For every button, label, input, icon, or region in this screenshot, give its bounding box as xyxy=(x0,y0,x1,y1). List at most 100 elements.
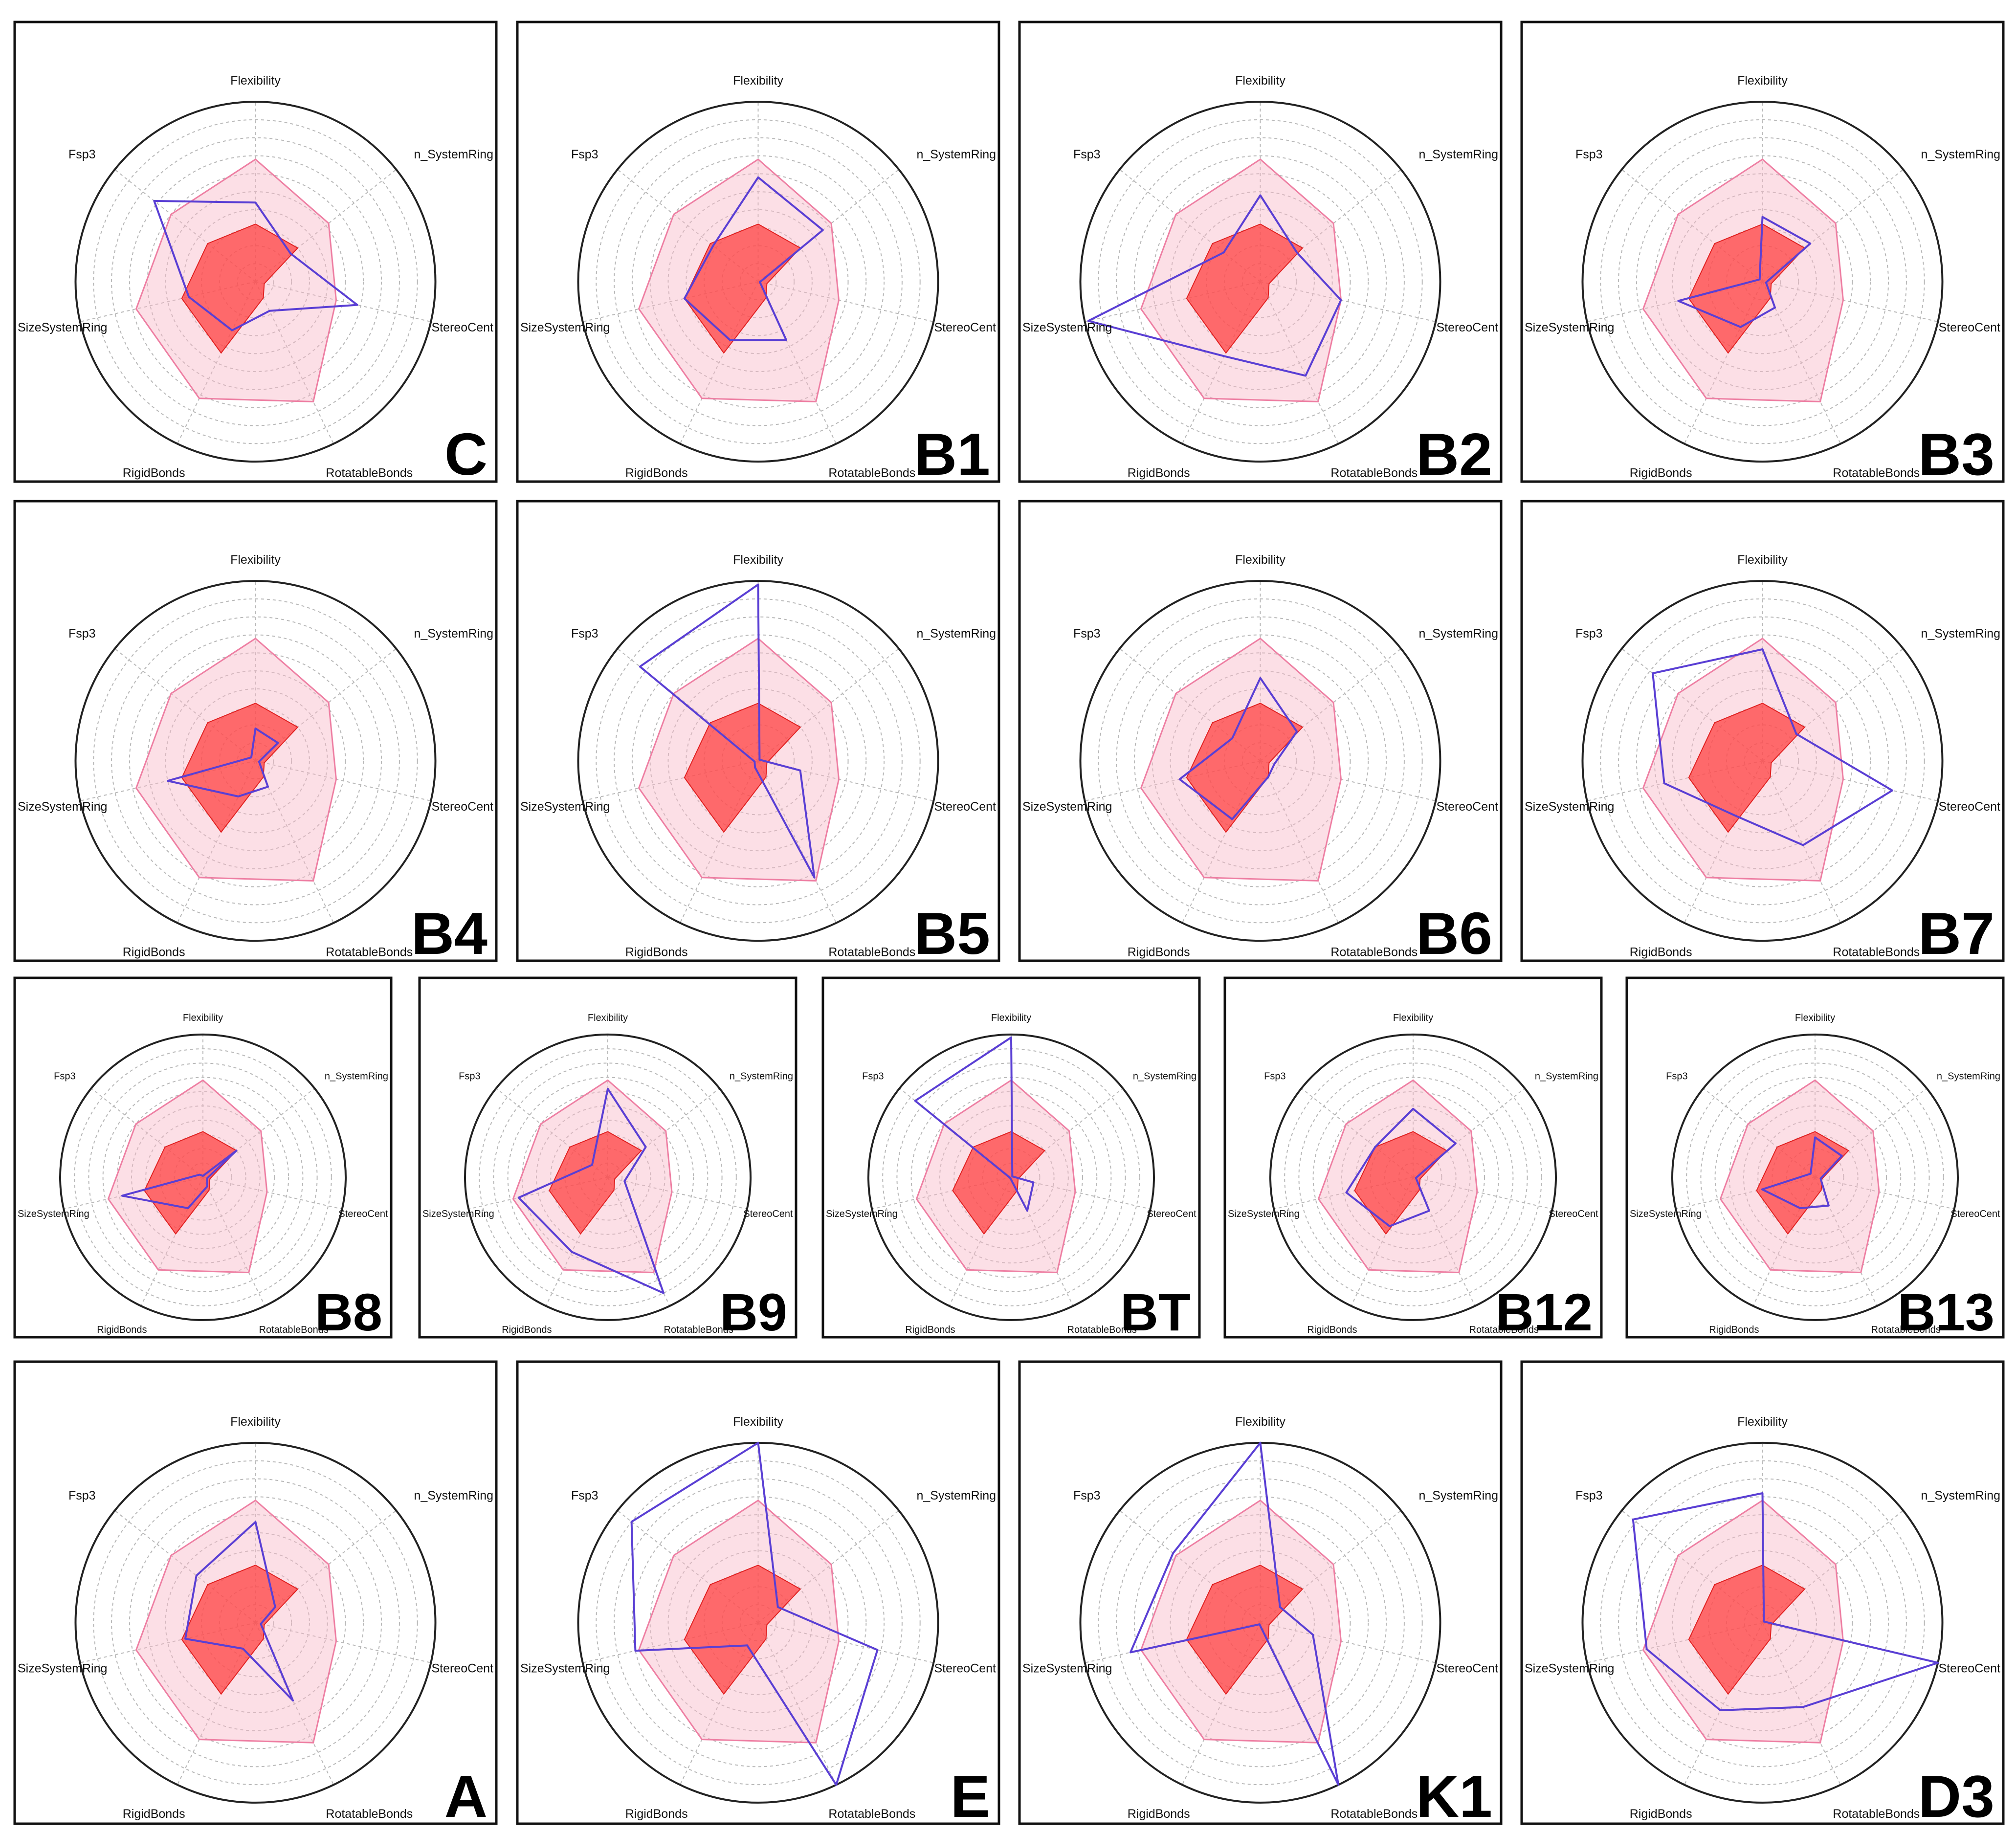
axis-spoke xyxy=(1815,1177,1878,1306)
axis-spoke xyxy=(202,1176,342,1210)
grid-ring xyxy=(953,1120,1069,1235)
axis-label-rotatablebonds: RotatableBonds xyxy=(828,1807,915,1821)
compound-profile-line xyxy=(630,1441,879,1786)
grid-ring xyxy=(111,1478,400,1767)
axis-spoke xyxy=(1260,760,1339,924)
panel-b3: Flexibility n_SystemRing StereoCent Rotatab… xyxy=(1520,21,2005,487)
grid-ring xyxy=(145,1120,261,1235)
grid-ring xyxy=(1298,1062,1528,1292)
compound-profile-line xyxy=(121,1149,238,1210)
lower-limit-area xyxy=(181,1565,299,1695)
axis-label-rotatablebonds: RotatableBonds xyxy=(1833,945,1920,959)
axis-label-flexibility: Flexibility xyxy=(1737,1415,1788,1429)
axis-label-rigidbonds: RigidBonds xyxy=(1128,466,1190,480)
panel-bt: Flexibility n_SystemRing StereoCent Rotatab… xyxy=(821,976,1201,1342)
axis-label-flexibility: Flexibility xyxy=(183,1013,223,1023)
axis-label-stereocenters: StereoCent xyxy=(1437,321,1499,334)
grid-ring xyxy=(1355,1120,1471,1235)
outer-circle xyxy=(1581,1441,1944,1804)
axis-label-sizesystemring: SizeSystemRing xyxy=(1022,1662,1112,1676)
axis-label-rotatablebonds: RotatableBonds xyxy=(326,945,413,959)
axis-label-rigidbonds: RigidBonds xyxy=(905,1325,955,1335)
axis-spoke xyxy=(1260,281,1436,322)
axis-label-stereocenters: StereoCent xyxy=(1437,800,1499,814)
grid-ring xyxy=(93,119,418,444)
axis-label-sizesystemring: SizeSystemRing xyxy=(826,1209,898,1219)
axis-label-rotatablebonds: RotatableBonds xyxy=(259,1325,329,1335)
panel-label: B8 xyxy=(315,1282,382,1342)
axis-label-flexibility: Flexibility xyxy=(1737,553,1788,567)
lower-limit-area xyxy=(1186,1565,1304,1695)
axis-label-n-systemring: n_SystemRing xyxy=(414,1489,494,1502)
axis-label-stereocenters: StereoCent xyxy=(1950,1209,2000,1219)
grid-ring xyxy=(93,598,418,924)
panel-b1: Flexibility n_SystemRing StereoCent Rotatab… xyxy=(516,21,1000,487)
axis-label-fsp3: Fsp3 xyxy=(571,627,598,640)
axis-label-flexibility: Flexibility xyxy=(230,1415,281,1429)
axis-label-flexibility: Flexibility xyxy=(230,553,281,567)
axis-label-sizesystemring: SizeSystemRing xyxy=(18,321,107,334)
grid-ring xyxy=(1152,1514,1369,1731)
axis-label-stereocenters: StereoCent xyxy=(934,1662,997,1676)
panel-c: Flexibility n_SystemRing StereoCent Rotatab… xyxy=(13,21,498,487)
panel-label: B9 xyxy=(720,1282,787,1342)
grid-ring xyxy=(1188,1550,1333,1696)
axis-label-n-systemring: n_SystemRing xyxy=(730,1071,793,1082)
axis-label-n-systemring: n_SystemRing xyxy=(917,627,997,640)
grid-ring xyxy=(74,1048,332,1306)
axis-label-n-systemring: n_SystemRing xyxy=(414,148,494,161)
lower-limit-area xyxy=(1756,1131,1850,1235)
grid-ring xyxy=(1700,1062,1930,1292)
grid-ring xyxy=(1690,688,1835,834)
axis-label-sizesystemring: SizeSystemRing xyxy=(520,800,610,814)
axis-label-sizesystemring: SizeSystemRing xyxy=(18,800,107,814)
axis-spoke xyxy=(1762,760,1841,924)
axis-label-n-systemring: n_SystemRing xyxy=(1535,1071,1598,1082)
axis-label-rigidbonds: RigidBonds xyxy=(1307,1325,1357,1335)
outer-circle xyxy=(1079,101,1441,463)
compound-profile-line xyxy=(1345,1107,1457,1227)
grid-ring xyxy=(1690,209,1835,354)
axis-label-flexibility: Flexibility xyxy=(1235,1415,1285,1429)
axis-label-flexibility: Flexibility xyxy=(733,74,783,88)
axis-label-sizesystemring: SizeSystemRing xyxy=(520,321,610,334)
grid-ring xyxy=(147,652,364,869)
grid-ring xyxy=(93,1460,418,1786)
axis-label-sizesystemring: SizeSystemRing xyxy=(18,1662,107,1676)
axis-spoke xyxy=(202,1177,266,1306)
lower-limit-area xyxy=(549,1131,642,1235)
axis-label-stereocenters: StereoCent xyxy=(432,800,494,814)
outer-circle xyxy=(464,1033,752,1321)
grid-ring xyxy=(1152,652,1369,869)
axis-spoke xyxy=(758,1622,934,1663)
axis-label-fsp3: Fsp3 xyxy=(68,148,96,161)
grid-ring xyxy=(925,1091,1098,1264)
panel-b4: Flexibility n_SystemRing StereoCent Rotatab… xyxy=(13,500,498,967)
grid-ring xyxy=(649,173,867,390)
grid-ring xyxy=(1654,652,1871,869)
axis-label-sizesystemring: SizeSystemRing xyxy=(1525,800,1614,814)
axis-label-fsp3: Fsp3 xyxy=(571,148,598,161)
panel-b7: Flexibility n_SystemRing StereoCent Rotatab… xyxy=(1520,500,2005,967)
grid-ring xyxy=(596,119,921,444)
axis-label-rigidbonds: RigidBonds xyxy=(97,1325,147,1335)
grid-ring xyxy=(1618,137,1907,426)
grid-ring xyxy=(614,616,903,905)
grid-ring xyxy=(1728,1091,1902,1264)
axis-spoke xyxy=(1011,1176,1151,1210)
panel-label: B7 xyxy=(1918,900,1994,967)
axis-label-fsp3: Fsp3 xyxy=(459,1071,480,1082)
axis-label-n-systemring: n_SystemRing xyxy=(1419,148,1499,161)
grid-ring xyxy=(147,1514,364,1731)
axis-label-rigidbonds: RigidBonds xyxy=(1128,945,1190,959)
grid-ring xyxy=(147,173,364,390)
panel-label: BT xyxy=(1120,1282,1191,1342)
grid-ring xyxy=(649,1514,867,1731)
axis-label-fsp3: Fsp3 xyxy=(1073,1489,1101,1502)
axis-label-flexibility: Flexibility xyxy=(1235,553,1285,567)
panel-b13: Flexibility n_SystemRing StereoCent Rotatab… xyxy=(1625,976,2005,1342)
axis-label-flexibility: Flexibility xyxy=(991,1013,1031,1023)
lower-limit-area xyxy=(1688,703,1806,833)
outer-circle xyxy=(867,1033,1155,1321)
axis-label-rigidbonds: RigidBonds xyxy=(123,945,185,959)
